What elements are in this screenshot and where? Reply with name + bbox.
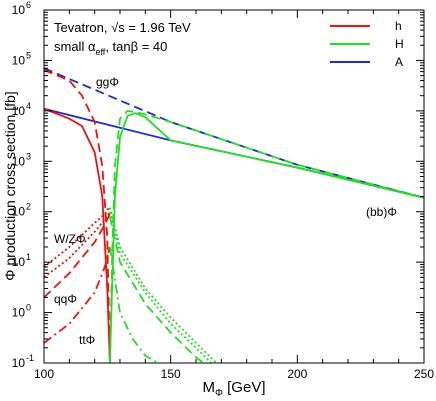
- series-h-dashed-6: [44, 213, 111, 299]
- series-H-dashdot-13: [109, 246, 159, 363]
- series-h-dotted-5: [44, 211, 111, 279]
- y-tick-label: 10: [12, 255, 26, 269]
- x-tick-label: 250: [414, 367, 434, 381]
- annotation-tanbeta: , tanβ = 40: [105, 39, 167, 54]
- legend-label-A: A: [395, 55, 403, 69]
- label-gg: ggΦ: [96, 75, 119, 89]
- series-h-dashed-3: [44, 69, 111, 363]
- series-h-solid-2: [44, 107, 111, 363]
- chart-curves: [44, 67, 424, 363]
- annotation-alpha-sub: eff: [95, 47, 105, 57]
- plot-frame: [43, 9, 425, 364]
- y-tick-label: 10: [12, 104, 26, 118]
- x-axis-label-main: M: [202, 379, 215, 396]
- label-wz: W/ZΦ: [54, 232, 86, 246]
- y-tick-label-exp: 0: [26, 303, 31, 313]
- label-tt: ttΦ: [79, 333, 95, 347]
- x-axis-label: MΦ [GeV]: [202, 379, 265, 399]
- series-H-dashed-9: [109, 110, 424, 363]
- y-tick-label-exp: 5: [26, 50, 31, 60]
- series-h-dashdot-7: [44, 246, 111, 344]
- x-axis-label-unit: [GeV]: [223, 379, 266, 396]
- legend: hHA: [330, 19, 404, 69]
- y-tick-label-exp: 4: [26, 101, 31, 111]
- y-tick-label: 10: [12, 205, 26, 219]
- y-tick-label: 10: [12, 356, 26, 370]
- y-tick-label: 10: [12, 3, 26, 17]
- y-axis-label: Φ production cross section [fb]: [2, 91, 18, 280]
- legend-label-h: h: [395, 19, 402, 33]
- annotation-parameters: small αeff, tanβ = 40: [54, 39, 167, 57]
- x-tick-label: 100: [34, 367, 54, 381]
- y-tick-label: 10: [12, 53, 26, 67]
- series-H-dotted-11: [109, 211, 212, 363]
- series-H-dotted-10: [109, 207, 217, 363]
- x-axis-label-sub: Φ: [215, 388, 223, 399]
- annotation-collider: Tevatron, √s = 1.96 TeV: [54, 20, 191, 35]
- y-tick-label-exp: 2: [26, 202, 31, 212]
- series-H-solid-8: [109, 112, 424, 363]
- y-tick-label-exp: 6: [26, 0, 31, 10]
- x-tick-label: 150: [161, 367, 181, 381]
- label-bb: (bb)Φ: [366, 205, 397, 219]
- annotation-alpha: small α: [54, 39, 96, 54]
- y-tick-label: 10: [12, 154, 26, 168]
- y-tick-label: 10: [12, 306, 26, 320]
- legend-label-H: H: [395, 37, 404, 51]
- y-tick-label-exp: 1: [26, 252, 31, 262]
- y-tick-label-exp: 3: [26, 151, 31, 161]
- y-tick-label-exp: -1: [26, 353, 34, 363]
- label-qq: qqΦ: [54, 292, 77, 306]
- x-tick-label: 200: [287, 367, 307, 381]
- series-H-dashed-12: [109, 216, 205, 363]
